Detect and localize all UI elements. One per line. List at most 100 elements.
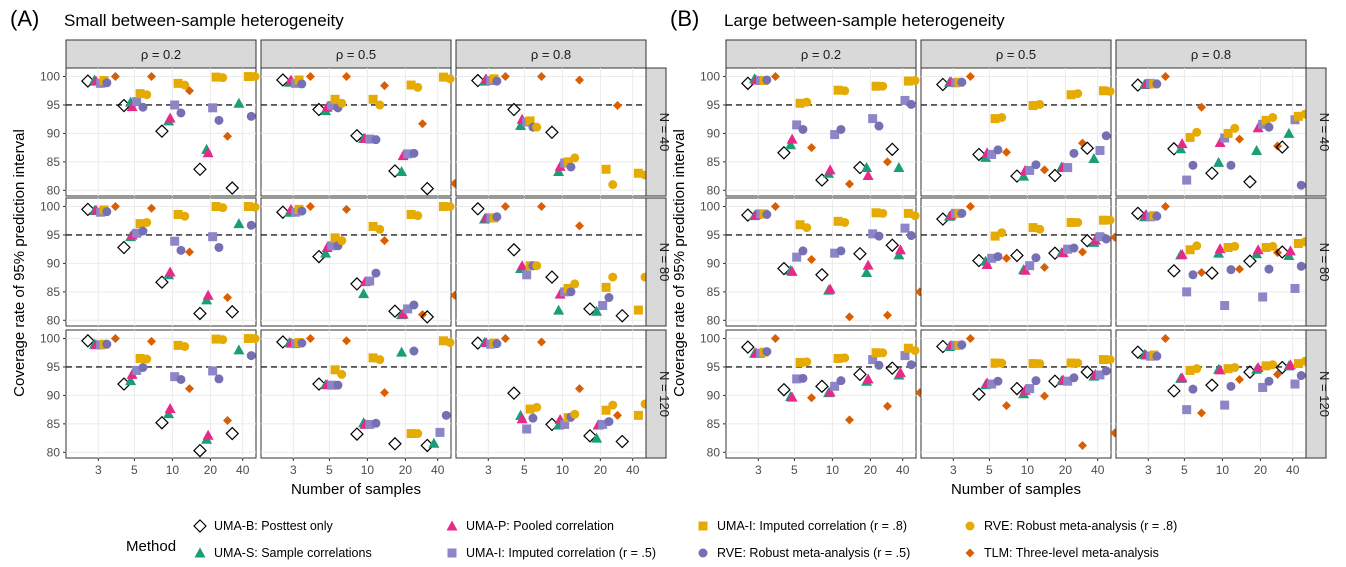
facet-cell: 3 5 10 20 40 [1115,329,1315,477]
data-point [553,304,565,315]
data-point [566,287,576,297]
data-point [1031,160,1041,170]
data-point [492,76,502,86]
data-point [830,381,840,391]
data-point [138,226,148,236]
x-tick-label: 40 [236,463,250,477]
data-point [993,145,1003,155]
data-point [180,211,190,221]
data-point [202,147,214,158]
data-point [903,208,913,218]
data-point [243,72,253,82]
data-point [741,208,755,222]
data-point [1213,156,1225,167]
data-point [883,157,892,167]
data-point [972,147,986,162]
data-point [1040,165,1049,175]
facet-strip-label: ρ = 0.8 [1191,47,1231,62]
data-point [1176,372,1188,383]
data-point [601,282,611,292]
facet-strip-label: N = 120 [1317,371,1332,417]
facet-strip-label: ρ = 0.8 [531,47,571,62]
data-point [1243,254,1257,268]
data-point [1252,122,1264,133]
data-point [409,300,419,310]
panel-title: Large between-sample heterogeneity [724,11,1005,30]
data-point [903,76,913,86]
data-point [214,115,224,125]
data-point [1018,170,1030,181]
data-point [225,426,240,441]
data-point [1063,244,1073,254]
data-point [1252,362,1264,373]
data-point [365,134,375,144]
data-point [1235,134,1244,144]
facet-cell [920,67,1115,197]
data-point [807,393,816,403]
data-point [990,358,1000,368]
facet-cell [260,197,460,327]
data-point [570,153,580,163]
data-point [1176,138,1188,149]
y-tick-label: 90 [707,126,721,140]
data-point [371,135,381,145]
data-point [1035,224,1045,234]
data-point [126,368,138,379]
data-point [211,202,221,212]
data-point [492,212,502,222]
y-tick-label: 85 [707,417,721,431]
data-point [312,377,326,391]
x-tick-label: 5 [986,463,993,477]
facet-strip-label: ρ = 0.5 [336,47,376,62]
legend-key [698,521,708,531]
y-tick-label: 80 [47,313,61,327]
y-tick-label: 100 [40,332,60,346]
data-point [563,157,573,167]
y-tick-label: 100 [700,200,720,214]
data-point [537,202,546,212]
data-point [337,369,347,379]
y-tick-label: 80 [707,313,721,327]
data-point [1264,376,1274,386]
data-point [1028,223,1038,233]
data-point [893,162,905,173]
panel-a: (A) Small between-sample heterogeneity Cov… [10,6,672,498]
data-point [894,367,906,378]
data-point [1088,152,1100,163]
x-tick-label: 10 [1021,463,1035,477]
data-point [537,72,546,82]
data-point [180,80,190,90]
data-point [500,202,510,212]
y-tick-label: 90 [47,388,61,402]
data-point [1268,360,1278,370]
y-axis-title: Coverage rate of 95% prediction interval [11,129,28,397]
data-point [208,103,218,113]
data-point [770,202,780,212]
data-point [135,89,145,99]
data-point [601,405,611,415]
data-point [972,387,986,402]
data-point [786,391,798,402]
legend-item: UMA-S: Sample correlations [194,546,372,560]
legend-key [446,520,458,531]
data-point [218,73,228,83]
data-point [312,102,326,117]
legend-label: RVE: Robust meta-analysis (r = .5) [717,546,910,560]
data-point [110,72,120,82]
data-point [305,202,315,212]
data-point [1080,141,1095,156]
data-point [435,427,445,437]
facet-background [65,329,257,459]
data-point [413,429,423,439]
data-point [142,90,152,100]
data-point [132,228,142,238]
data-point [981,259,993,270]
data-point [500,72,510,82]
data-point [330,94,340,104]
data-point [1040,262,1049,272]
data-point [874,121,884,131]
legend-key [193,519,207,533]
data-point [176,374,186,384]
data-point [1188,270,1198,280]
data-point [1010,248,1024,263]
